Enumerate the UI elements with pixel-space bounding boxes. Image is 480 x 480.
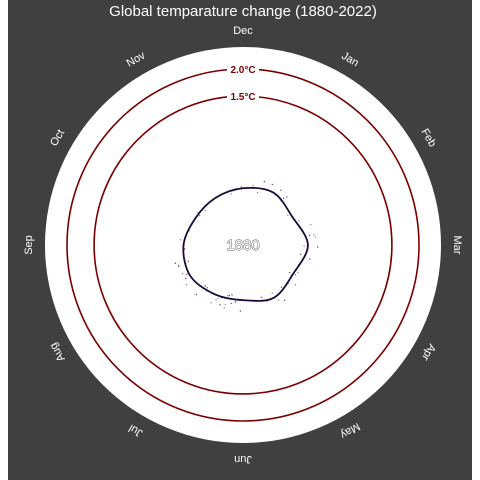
month-label-mar: Mar (451, 236, 463, 255)
month-label-sep: Sep (23, 235, 35, 255)
scatter-dot (174, 262, 177, 264)
scatter-dot (219, 304, 221, 306)
reference-ring-label-bg-1 (227, 90, 259, 103)
month-label-nov: Nov (124, 49, 147, 69)
scatter-dot (260, 296, 263, 298)
scatter-dot (185, 284, 188, 286)
scatter-dot (256, 191, 259, 194)
reference-ring-label-1: 1.5°C (230, 92, 255, 103)
scatter-dot (230, 302, 232, 305)
scatter-dot (277, 299, 280, 301)
scatter-dot (179, 239, 181, 241)
month-label-jul: Jul (127, 422, 145, 439)
scatter-dot (224, 303, 227, 306)
scatter-dot (308, 234, 311, 236)
scatter-dot (271, 292, 273, 294)
chart-title: Global temparature change (1880-2022) (109, 3, 377, 20)
month-label-jan: Jan (339, 50, 360, 69)
scatter-dot (310, 224, 312, 226)
scatter-dot (185, 274, 187, 276)
scatter-dot (198, 214, 201, 217)
month-label-feb: Feb (418, 127, 438, 149)
reference-ring-label-0: 2.0°C (230, 65, 255, 76)
scatter-dot (217, 297, 219, 299)
scatter-dot (226, 295, 229, 297)
reference-ring-label-bg-0 (227, 63, 259, 75)
data-point (307, 244, 309, 246)
scatter-dot (298, 220, 300, 222)
data-point (182, 244, 185, 246)
plot-area-disc (45, 47, 441, 443)
data-point (189, 274, 191, 277)
scatter-dot (223, 307, 225, 309)
data-point (292, 273, 294, 275)
month-label-oct: Oct (48, 128, 67, 149)
month-label-dec: Dec (233, 25, 253, 37)
scatter-dot (284, 299, 286, 301)
scatter-dot (183, 248, 186, 250)
scatter-dot (300, 253, 302, 255)
scatter-dot (240, 186, 243, 188)
scatter-dot (239, 310, 242, 312)
scatter-dot (181, 273, 184, 275)
scatter-dot (294, 274, 297, 276)
scatter-dot (228, 294, 230, 297)
scatter-dot (231, 294, 233, 296)
scatter-dot (195, 293, 197, 296)
data-point (213, 293, 216, 295)
month-label-may: May (338, 420, 362, 441)
scatter-dot (234, 301, 237, 303)
data-point (272, 297, 275, 299)
scatter-dot (280, 189, 282, 191)
scatter-dot (271, 183, 273, 186)
scatter-dot (282, 197, 285, 200)
scatter-dot (230, 193, 232, 195)
scatter-dot (185, 277, 187, 280)
scatter-dot (187, 260, 190, 263)
scatter-dot (186, 273, 189, 275)
scatter-dot (204, 285, 206, 287)
scatter-dot (286, 196, 288, 198)
scatter-dot (317, 246, 319, 248)
scatter-dot (297, 271, 299, 274)
data-point (242, 299, 244, 301)
scatter-dot (294, 283, 297, 286)
scatter-dot (309, 258, 311, 260)
scatter-dot (313, 234, 315, 236)
year-label: 1880 (226, 237, 259, 254)
data-point (194, 216, 197, 219)
scatter-dot (206, 287, 208, 289)
scatter-dot (263, 180, 265, 183)
scatter-dot (178, 265, 180, 267)
data-point (291, 215, 293, 218)
scatter-dot (204, 209, 206, 212)
month-label-apr: Apr (419, 342, 438, 363)
month-label-jun: Jun (234, 453, 252, 465)
month-label-aug: Aug (48, 341, 68, 364)
scatter-dot (287, 214, 289, 216)
scatter-dot (210, 302, 212, 304)
data-point (242, 187, 244, 190)
scatter-dot (280, 286, 283, 288)
scatter-dot (288, 272, 291, 274)
scatter-dot (215, 299, 217, 301)
data-point (272, 191, 275, 194)
scatter-dot (252, 185, 254, 187)
data-point (214, 196, 217, 199)
scatter-dot (314, 236, 316, 238)
scatter-dot (303, 245, 305, 247)
